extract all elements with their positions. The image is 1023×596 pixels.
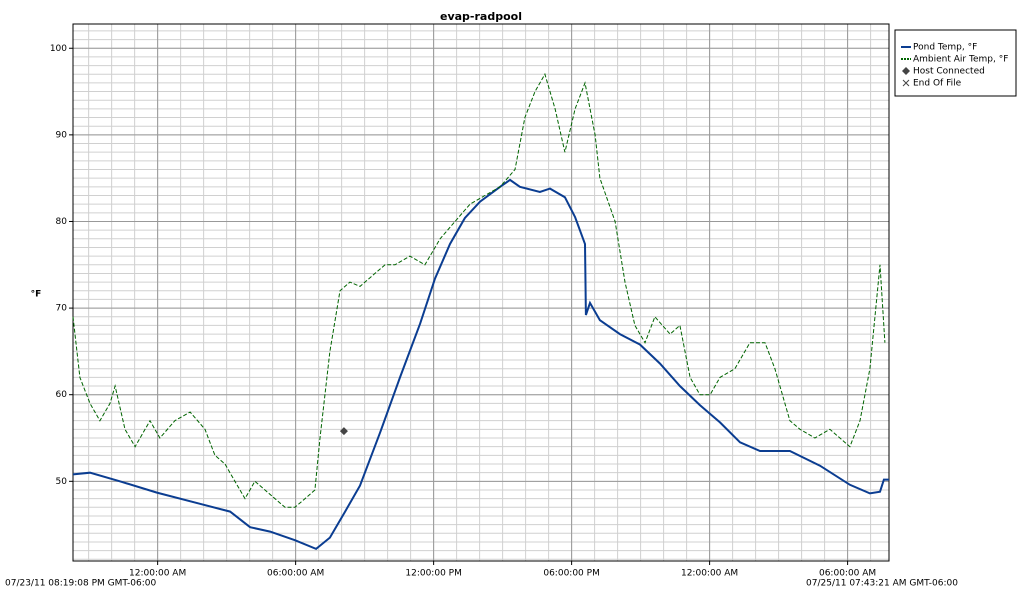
end-time-label: 07/25/11 07:43:21 AM GMT-06:00 (806, 579, 958, 589)
y-tick-label: 90 (56, 130, 68, 140)
legend-label: Host Connected (913, 67, 985, 77)
y-tick-label: 60 (56, 390, 68, 400)
start-time-label: 07/23/11 08:19:08 PM GMT-06:00 (5, 579, 156, 589)
plot-area (73, 24, 889, 561)
legend-label: Pond Temp, °F (913, 43, 977, 53)
marker (339, 427, 348, 436)
legend-label: End Of File (913, 79, 962, 89)
x-tick-label: 12:00:00 AM (129, 569, 186, 579)
series-line (72, 178, 889, 551)
y-tick-label: 100 (50, 44, 67, 54)
y-tick-label: 50 (56, 477, 68, 487)
chart-title: evap-radpool (440, 10, 522, 23)
legend-swatch (902, 67, 910, 75)
plot-border (72, 23, 890, 562)
y-tick-label: 80 (56, 217, 68, 227)
series-line (72, 72, 886, 508)
legend-box (894, 29, 1017, 97)
x-tick-label: 06:00:00 PM (543, 569, 599, 579)
legend-swatch (902, 79, 910, 87)
x-tick-label: 06:00:00 AM (819, 569, 876, 579)
x-tick-label: 12:00:00 AM (681, 569, 738, 579)
x-tick-label: 12:00:00 PM (405, 569, 461, 579)
x-tick-label: 06:00:00 AM (267, 569, 324, 579)
y-tick-label: 70 (56, 304, 68, 314)
y-axis-label: °F (31, 290, 42, 300)
legend-label: Ambient Air Temp, °F (913, 55, 1008, 65)
